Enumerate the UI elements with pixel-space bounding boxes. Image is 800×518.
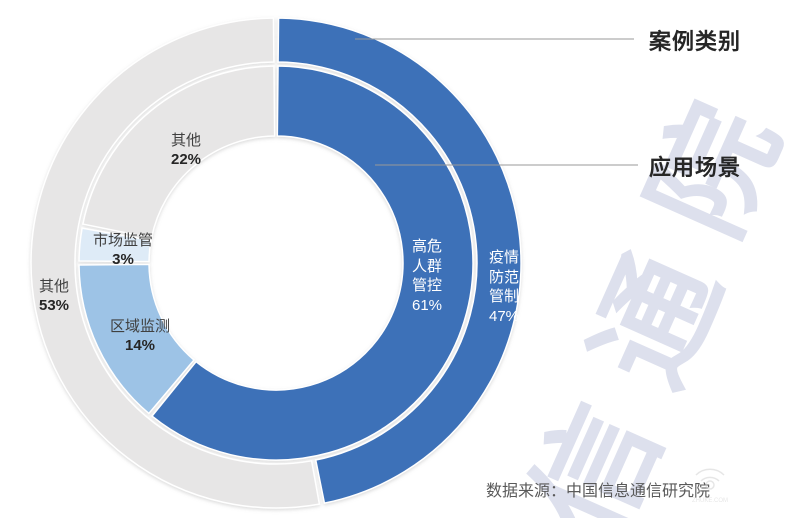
svg-text:通: 通	[569, 236, 746, 405]
svg-text:ZHUKE.COM: ZHUKE.COM	[692, 498, 728, 504]
